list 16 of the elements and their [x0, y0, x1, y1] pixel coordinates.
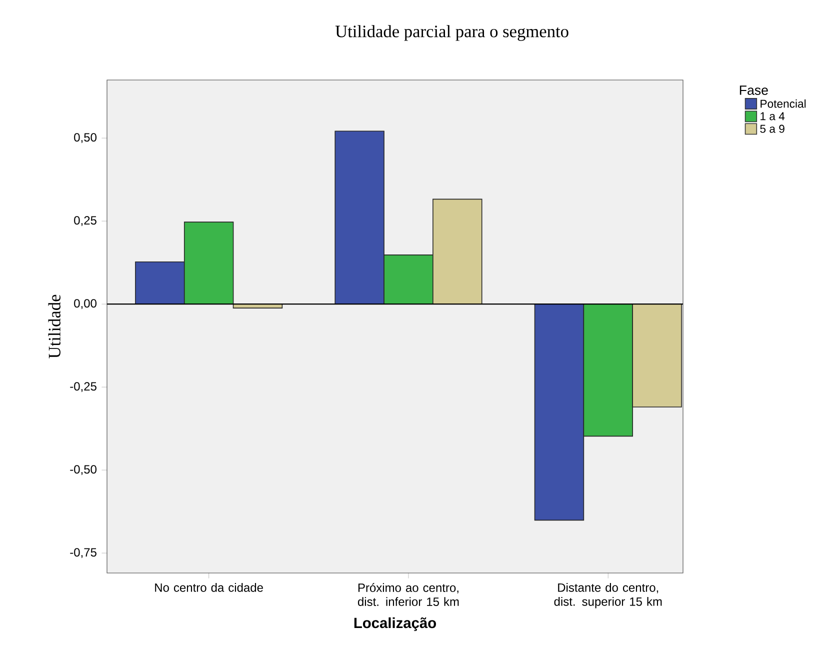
legend-label: Potencial [760, 99, 806, 108]
x-tick-label: No centro da cidade [155, 583, 263, 592]
y-tick-label: -0,25 [70, 382, 96, 392]
y-tick-label: -0,75 [70, 548, 96, 558]
legend-label: 1 a 4 [760, 112, 785, 120]
y-tick-label: -0,50 [70, 465, 96, 476]
y-tick-label: 0,50 [74, 133, 96, 144]
y-axis-title: Utilidade [48, 294, 60, 358]
legend-label: 5 a 9 [760, 124, 784, 133]
x-tick-label: Próximo ao centro, dist. inferior 15 km [358, 583, 459, 606]
x-axis-title: Localização [354, 617, 436, 632]
y-tick-label: 0,25 [74, 216, 96, 226]
y-tick-label: 0,00 [74, 299, 96, 310]
x-tick-label: Distante do centro, dist. superior 15 km [554, 583, 662, 608]
chart-title: Utilidade parcial para o segmento [335, 25, 568, 41]
legend-title: Fase [740, 86, 768, 95]
